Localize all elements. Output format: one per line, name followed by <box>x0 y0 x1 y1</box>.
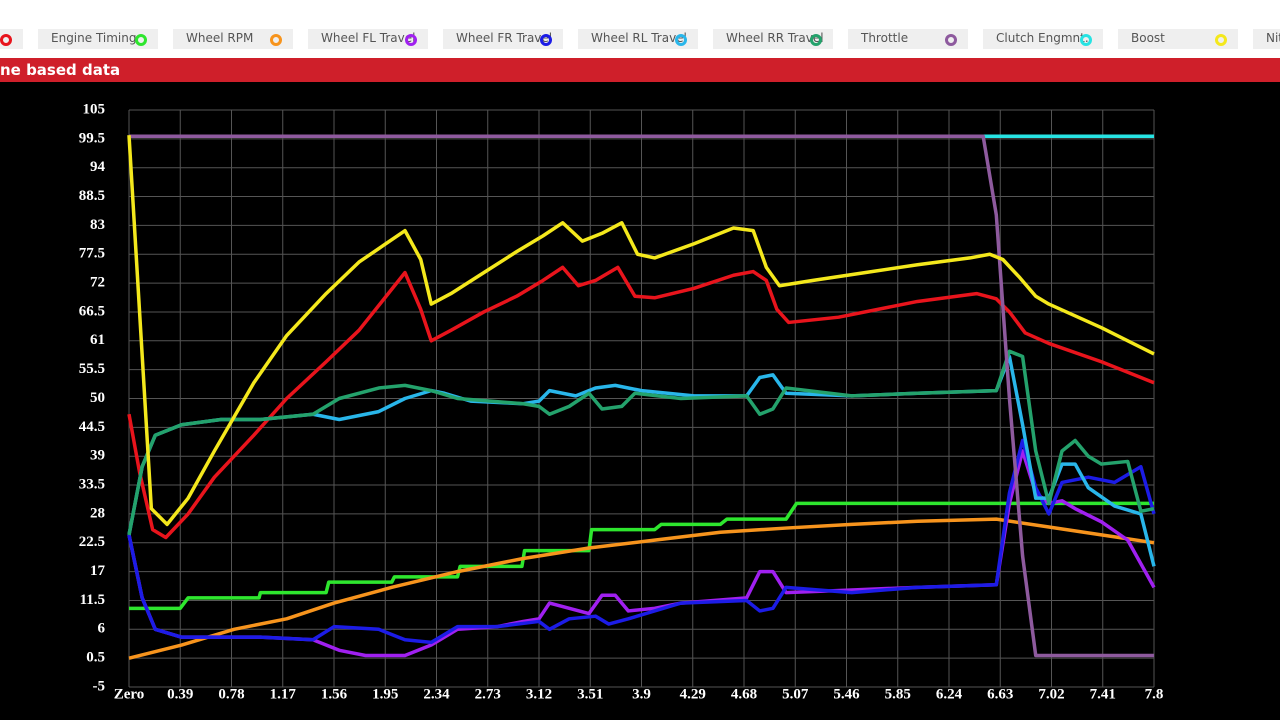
legend-circle <box>945 34 957 46</box>
section-bar: ne based data <box>0 58 1280 82</box>
y-tick-label: 11.5 <box>80 592 105 608</box>
y-tick-label: 33.5 <box>79 476 105 492</box>
x-tick-label: 3.51 <box>577 686 603 702</box>
legend-item[interactable]: Wheel RL Travel <box>578 29 698 49</box>
legend-circle <box>0 34 12 46</box>
y-tick-label: 44.5 <box>79 419 105 435</box>
y-tick-label: 50 <box>90 390 105 406</box>
legend-circle <box>405 34 417 46</box>
series-line <box>127 135 1155 527</box>
legend-item[interactable]: Wheel FL Travel <box>308 29 428 49</box>
legend-marker <box>135 34 147 46</box>
y-tick-label: 94 <box>90 159 106 175</box>
x-tick-label: 4.68 <box>731 686 757 702</box>
legend-item[interactable]: Clutch Engmnt. <box>983 29 1103 49</box>
y-tick-label: 61 <box>90 332 105 348</box>
x-tick-label: 0.78 <box>218 686 244 702</box>
x-tick-label: 1.56 <box>321 686 348 702</box>
x-tick-label: 7.41 <box>1090 686 1116 702</box>
legend-label: Wheel RPM <box>186 31 254 45</box>
legend-label: Wheel RL Travel <box>591 31 687 45</box>
legend-circle <box>540 34 552 46</box>
legend-item[interactable]: Wheel FR Travel <box>443 29 563 49</box>
legend-item[interactable] <box>0 29 23 49</box>
y-tick-label: 17 <box>90 563 106 579</box>
legend-marker <box>1215 34 1227 46</box>
y-tick-label: 83 <box>90 217 105 233</box>
legend-label: Boost <box>1131 31 1165 45</box>
y-tick-label: -5 <box>93 678 106 694</box>
x-tick-label: 0.39 <box>167 686 193 702</box>
legend-label: Wheel FR Travel <box>456 31 553 45</box>
legend-item[interactable]: Wheel RR Travel <box>713 29 833 49</box>
x-tick-label: 5.85 <box>885 686 911 702</box>
legend-circle <box>1215 34 1227 46</box>
x-tick-label: 2.73 <box>475 686 501 702</box>
chart: -5 0.5 6 11.5 17 22.5 28 33.5 39 44.5 50 55.5 61 66.5… <box>79 101 1164 702</box>
legend-circle <box>270 34 282 46</box>
series-line <box>127 349 1155 536</box>
legend-marker <box>810 34 822 46</box>
y-tick-label: 66.5 <box>79 303 105 319</box>
legend-marker <box>1080 34 1092 46</box>
y-tick-label: 72 <box>90 275 105 291</box>
legend-circle <box>1080 34 1092 46</box>
x-tick-label: 7.8 <box>1145 686 1164 702</box>
legend-item[interactable]: Nit <box>1253 29 1280 49</box>
series-line <box>127 265 1155 540</box>
x-tick-label: 2.34 <box>423 686 450 702</box>
legend: Engine Timing Wheel RPM Wheel FL Travel Whe… <box>0 0 1280 58</box>
legend-circle <box>135 34 147 46</box>
x-tick-label: 1.95 <box>372 686 398 702</box>
legend-label: Clutch Engmnt. <box>996 31 1089 45</box>
legend-marker <box>0 34 12 46</box>
x-tick-label: 1.17 <box>270 686 297 702</box>
legend-marker <box>540 34 552 46</box>
legend-label: Wheel FL Travel <box>321 31 416 45</box>
legend-marker <box>945 34 957 46</box>
y-tick-label: 0.5 <box>86 650 105 666</box>
x-tick-label: 5.07 <box>782 686 809 702</box>
series-line <box>129 134 1154 658</box>
legend-item[interactable]: Boost <box>1118 29 1238 49</box>
y-tick-label: 88.5 <box>79 188 105 204</box>
x-tick-label: 3.12 <box>526 686 552 702</box>
x-tick-label: Zero <box>114 686 145 702</box>
y-tick-label: 39 <box>90 448 105 464</box>
legend-circle <box>675 34 687 46</box>
legend-item[interactable]: Throttle <box>848 29 968 49</box>
y-tick-label: 28 <box>90 505 105 521</box>
legend-label: Engine Timing <box>51 31 137 45</box>
legend-circle <box>810 34 822 46</box>
legend-item[interactable]: Engine Timing <box>38 29 158 49</box>
legend-marker <box>675 34 687 46</box>
series-line <box>129 501 1154 611</box>
x-tick-label: 5.46 <box>833 686 860 702</box>
y-tick-label: 6 <box>98 621 106 637</box>
x-tick-label: 6.63 <box>987 686 1013 702</box>
legend-label: Wheel RR Travel <box>726 31 824 45</box>
legend-marker <box>270 34 282 46</box>
y-tick-label: 22.5 <box>79 534 105 550</box>
section-title: ne based data <box>0 61 121 79</box>
y-tick-label: 77.5 <box>79 246 105 262</box>
x-tick-label: 3.9 <box>632 686 651 702</box>
legend-marker <box>405 34 417 46</box>
x-tick-label: 6.24 <box>936 686 963 702</box>
y-tick-label: 99.5 <box>79 130 105 146</box>
y-tick-label: 105 <box>83 101 106 117</box>
y-tick-label: 55.5 <box>79 361 105 377</box>
x-tick-label: 7.02 <box>1038 686 1064 702</box>
x-tick-label: 4.29 <box>680 686 706 702</box>
legend-label: Nit <box>1266 31 1280 45</box>
legend-label: Throttle <box>861 31 909 45</box>
legend-item[interactable]: Wheel RPM <box>173 29 293 49</box>
